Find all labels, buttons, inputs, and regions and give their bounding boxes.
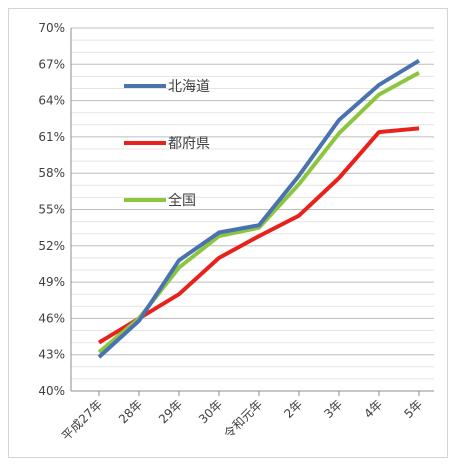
y-tick-label: 70%	[38, 21, 65, 35]
y-tick-label: 61%	[38, 130, 65, 144]
x-tick-label: 29年	[156, 397, 185, 426]
y-tick-label: 55%	[38, 203, 65, 217]
x-tick-label: 5年	[401, 397, 425, 421]
legend-label: 全国	[168, 192, 196, 209]
legend-label: 北海道	[168, 79, 210, 95]
x-tick-label: 2年	[281, 397, 305, 421]
x-tick-label: 4年	[361, 397, 385, 421]
x-tick-label: 平成27年	[59, 397, 105, 443]
y-tick-label: 58%	[38, 166, 65, 180]
x-tick-label: 28年	[116, 397, 145, 426]
y-tick-label: 52%	[38, 239, 65, 253]
y-tick-label: 64%	[38, 94, 65, 108]
chart-frame: 北海道都府県全国 40% 43% 46% 49% 52% 55% 58% 61% 64% 67% 7…	[8, 8, 448, 458]
legend-label: 都府県	[168, 136, 210, 152]
x-tick-label: 令和元年	[221, 397, 266, 442]
y-tick-label: 67%	[38, 57, 65, 71]
y-tick-label: 46%	[38, 311, 65, 325]
y-tick-label: 40%	[38, 384, 65, 398]
series-layer	[97, 58, 421, 359]
y-tick-label: 43%	[38, 348, 65, 362]
x-tick-label: 30年	[196, 397, 225, 426]
x-tick-label: 3年	[321, 397, 345, 421]
y-tick-label: 49%	[38, 275, 65, 289]
axis-layer	[70, 28, 434, 396]
